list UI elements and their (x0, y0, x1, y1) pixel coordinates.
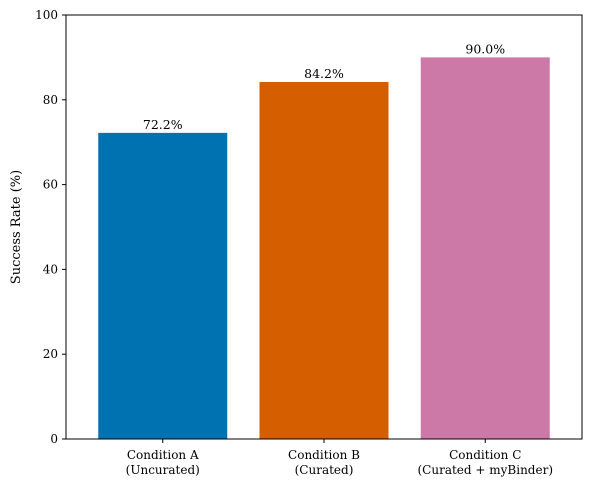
data-label-c: 90.0% (465, 41, 505, 56)
bars-group (98, 57, 550, 440)
y-tick-label: 60 (43, 178, 58, 192)
data-label-a: 72.2% (143, 117, 183, 132)
data-labels-group: 72.2% 84.2% 90.0% (143, 41, 505, 131)
x-tick-label: Condition A (127, 448, 199, 462)
bar-c (420, 57, 550, 440)
y-tick-label: 100 (35, 8, 58, 22)
y-tick-label: 40 (43, 262, 58, 276)
y-axis-ticks: 0 20 40 60 80 100 (35, 8, 66, 446)
bar-a (98, 132, 228, 439)
x-tick-label: (Uncurated) (126, 463, 200, 477)
x-tick-label: Condition C (449, 448, 521, 462)
y-tick-label: 80 (43, 93, 58, 107)
x-axis-ticks: Condition A(Uncurated)Condition B(Curate… (126, 439, 553, 477)
bar-b (259, 81, 389, 439)
plot-frame (65, 14, 583, 440)
x-tick-label: Condition B (288, 448, 360, 462)
y-tick-label: 0 (50, 432, 58, 446)
y-axis-label: Success Rate (%) (9, 170, 24, 284)
y-tick-label: 20 (43, 347, 58, 361)
x-tick-label: (Curated) (295, 463, 354, 477)
data-label-b: 84.2% (304, 66, 344, 81)
x-tick-label: (Curated + myBinder) (417, 463, 553, 477)
